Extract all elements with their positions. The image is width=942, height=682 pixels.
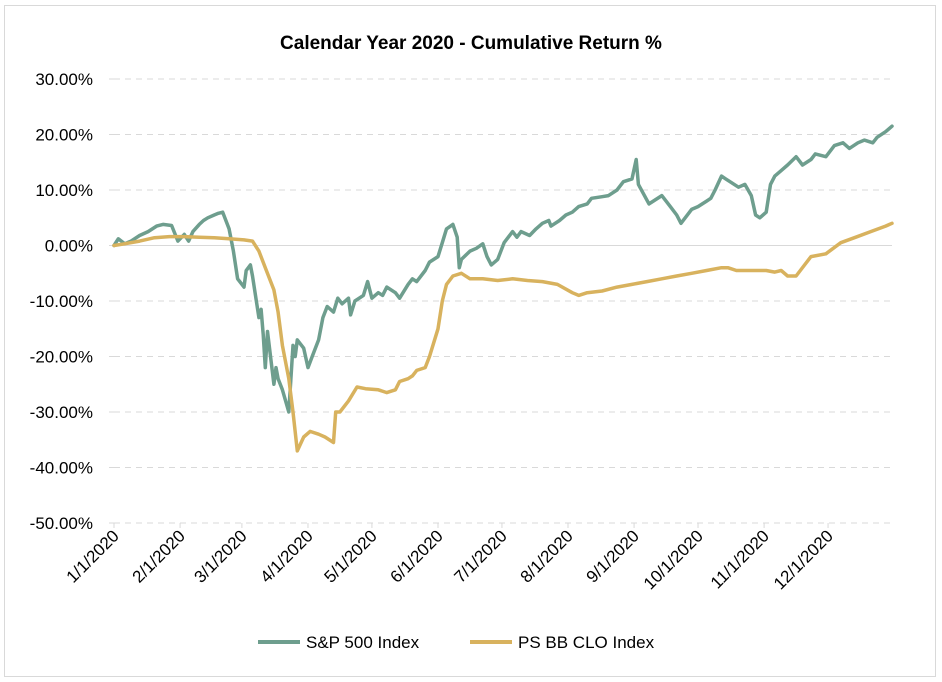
x-tick-label: 6/1/2020	[387, 526, 447, 586]
x-tick-label: 1/1/2020	[63, 526, 123, 586]
x-tick-label: 5/1/2020	[321, 526, 381, 586]
y-tick-label: 30.00%	[35, 70, 93, 89]
y-tick-label: -20.00%	[30, 348, 93, 367]
legend-label: PS BB CLO Index	[518, 633, 655, 652]
x-tick-label: 9/1/2020	[583, 526, 643, 586]
chart-frame	[4, 5, 936, 677]
x-tick-label: 2/1/2020	[129, 526, 189, 586]
y-tick-label: -10.00%	[30, 292, 93, 311]
legend-label: S&P 500 Index	[306, 633, 420, 652]
chart-title: Calendar Year 2020 - Cumulative Return %	[280, 33, 662, 54]
y-axis-ticks: 30.00% 20.00% 10.00% 0.00% -10.00% -20.00% -30…	[30, 70, 93, 533]
x-tick-label: 7/1/2020	[451, 526, 511, 586]
legend: S&P 500 Index PS BB CLO Index	[258, 633, 655, 652]
y-tick-label: -30.00%	[30, 403, 93, 422]
x-axis-ticks: 1/1/2020 2/1/2020 3/1/2020 4/1/2020 5/1/2020…	[63, 523, 837, 593]
series-line-sp500	[112, 124, 894, 414]
x-tick-label: 3/1/2020	[190, 526, 250, 586]
series-lines	[112, 124, 894, 453]
x-tick-label: 8/1/2020	[517, 526, 577, 586]
grid-lines	[109, 78, 892, 524]
y-tick-label: -40.00%	[30, 459, 93, 478]
y-tick-label: 0.00%	[45, 237, 93, 256]
y-tick-label: 10.00%	[35, 181, 93, 200]
x-tick-label: 11/1/2020	[707, 526, 773, 592]
y-tick-label: -50.00%	[30, 514, 93, 533]
series-line-clo	[112, 221, 894, 453]
x-tick-label: 12/1/2020	[770, 526, 837, 593]
x-tick-label: 10/1/2020	[640, 526, 707, 593]
x-tick-label: 4/1/2020	[257, 526, 317, 586]
y-tick-label: 20.00%	[35, 126, 93, 145]
